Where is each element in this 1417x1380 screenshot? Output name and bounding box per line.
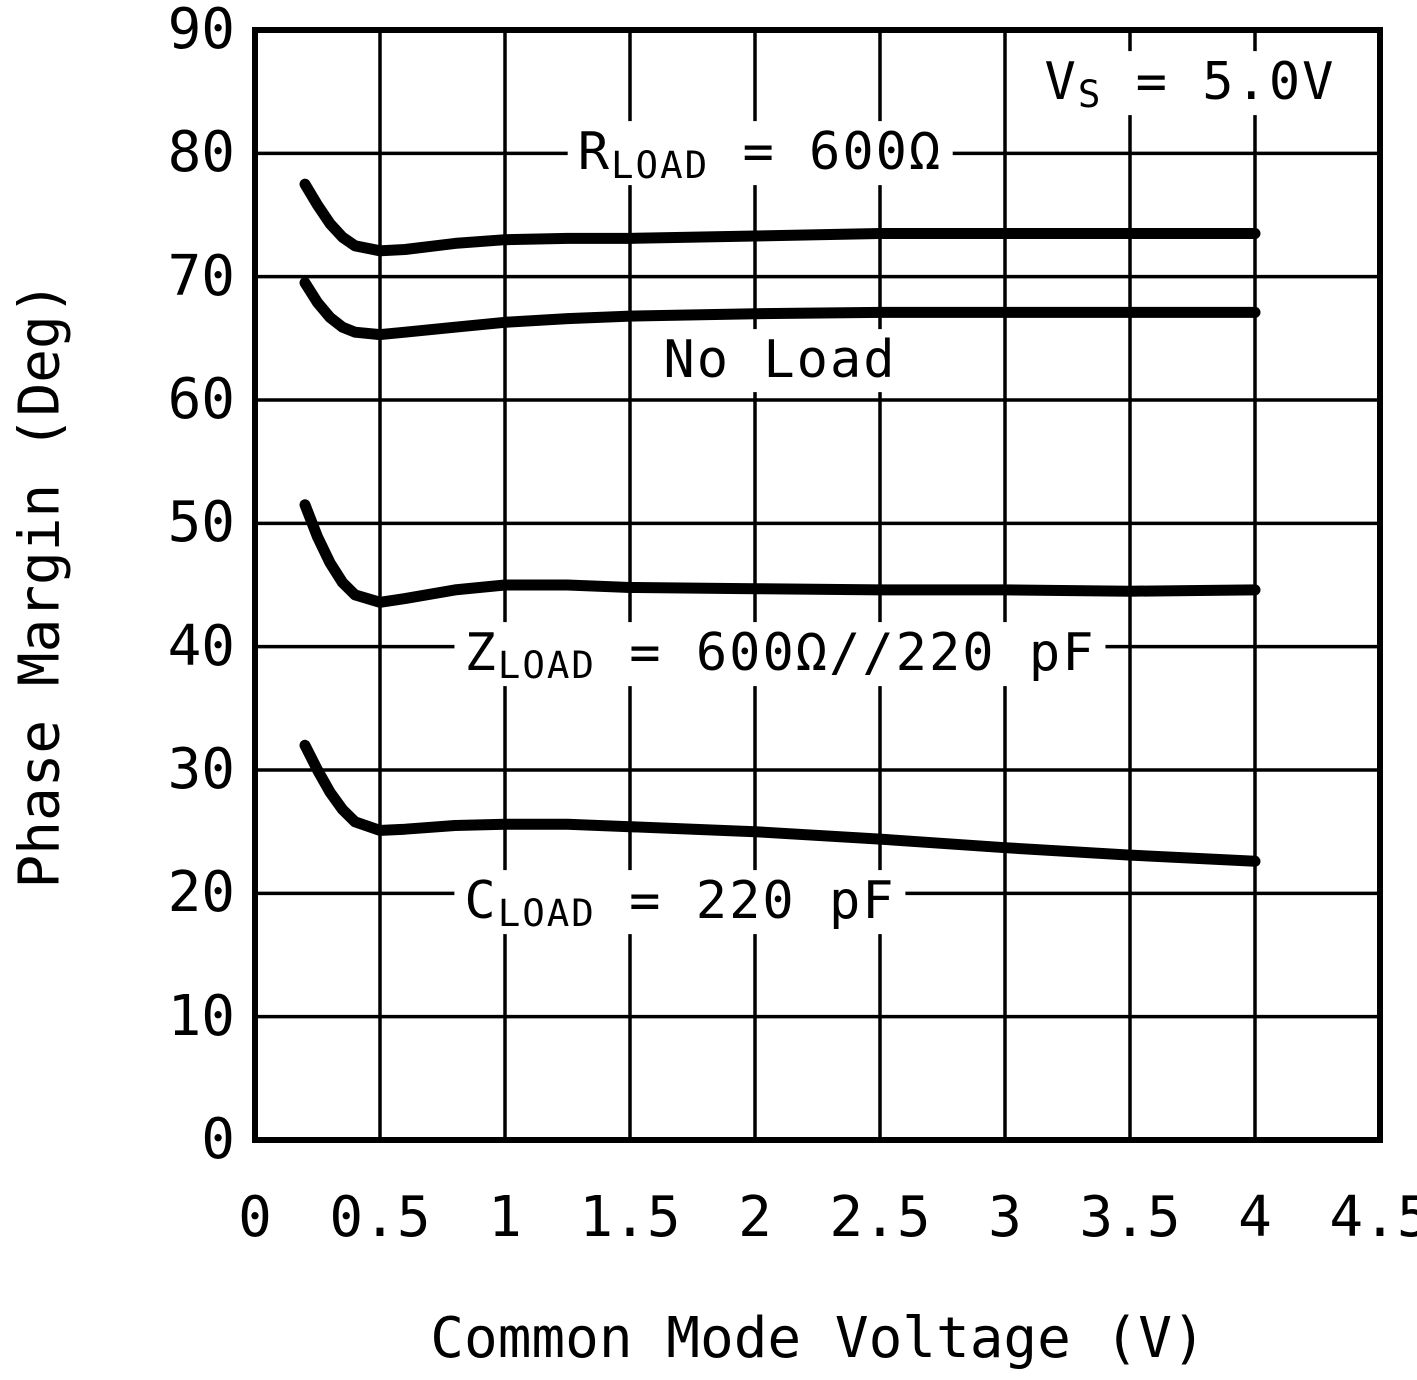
x-axis-title: Common Mode Voltage (V) [430, 1306, 1206, 1371]
series-label-text: = 220 pF [595, 871, 896, 932]
series-label-subscript: LOAD [611, 142, 710, 187]
annotation-subscript: S [1077, 72, 1103, 117]
curve-zload-600-220pf [299, 499, 1261, 608]
series-label-rload-600: RLOAD = 600Ω [567, 121, 953, 187]
series-label-subscript: LOAD [497, 643, 596, 688]
y-tick-label-50: 50 [167, 490, 235, 556]
x-tick-label-0: 0 [238, 1185, 272, 1250]
series-label-cload-220pf: CLOAD = 220 pF [454, 870, 906, 936]
y-tick-label-20: 20 [167, 860, 235, 926]
curve-cload-220pf [299, 739, 1261, 867]
y-tick-label-10: 10 [167, 983, 235, 1049]
annotation-text: V [1044, 52, 1078, 113]
x-tick-label-0.5: 0.5 [329, 1185, 431, 1250]
x-tick-label-4.5: 4.5 [1329, 1185, 1417, 1250]
series-label-text: = 600Ω [709, 122, 943, 183]
plot-border [252, 27, 1383, 1143]
series-label-text: C [464, 871, 498, 932]
series-label-no-load: No Load [653, 328, 907, 393]
series-label-zload-600-220pf: ZLOAD = 600Ω//220 pF [454, 622, 1106, 688]
y-tick-label-30: 30 [167, 737, 235, 802]
annotation-text: = 5.0V [1102, 52, 1336, 113]
y-axis-title: Phase Margin (Deg) [7, 281, 73, 889]
series-label-subscript: LOAD [497, 891, 596, 936]
x-tick-label-2: 2 [738, 1185, 772, 1250]
series-label-text: No Load [663, 329, 897, 390]
y-tick-label-40: 40 [167, 613, 235, 679]
x-tick-label-2.5: 2.5 [829, 1185, 931, 1250]
series-label-text: R [577, 122, 612, 183]
y-tick-label-80: 80 [167, 120, 235, 186]
curve-no-load [299, 277, 1261, 341]
series-label-text: = 600Ω//220 pF [595, 623, 1096, 684]
x-tick-label-1.5: 1.5 [579, 1185, 681, 1250]
supply-voltage-annotation: VS = 5.0V [1034, 51, 1346, 117]
x-tick-label-4: 4 [1238, 1185, 1272, 1250]
curve-rload-600 [299, 178, 1261, 257]
y-tick-label-70: 70 [167, 243, 235, 309]
y-tick-label-60: 60 [167, 367, 235, 432]
x-tick-label-3: 3 [988, 1185, 1022, 1250]
y-tick-label-0: 0 [201, 1107, 235, 1172]
series-label-text: Z [464, 623, 498, 684]
x-tick-label-3.5: 3.5 [1079, 1185, 1181, 1250]
y-tick-label-90: 90 [167, 0, 235, 62]
x-tick-label-1: 1 [488, 1185, 522, 1250]
